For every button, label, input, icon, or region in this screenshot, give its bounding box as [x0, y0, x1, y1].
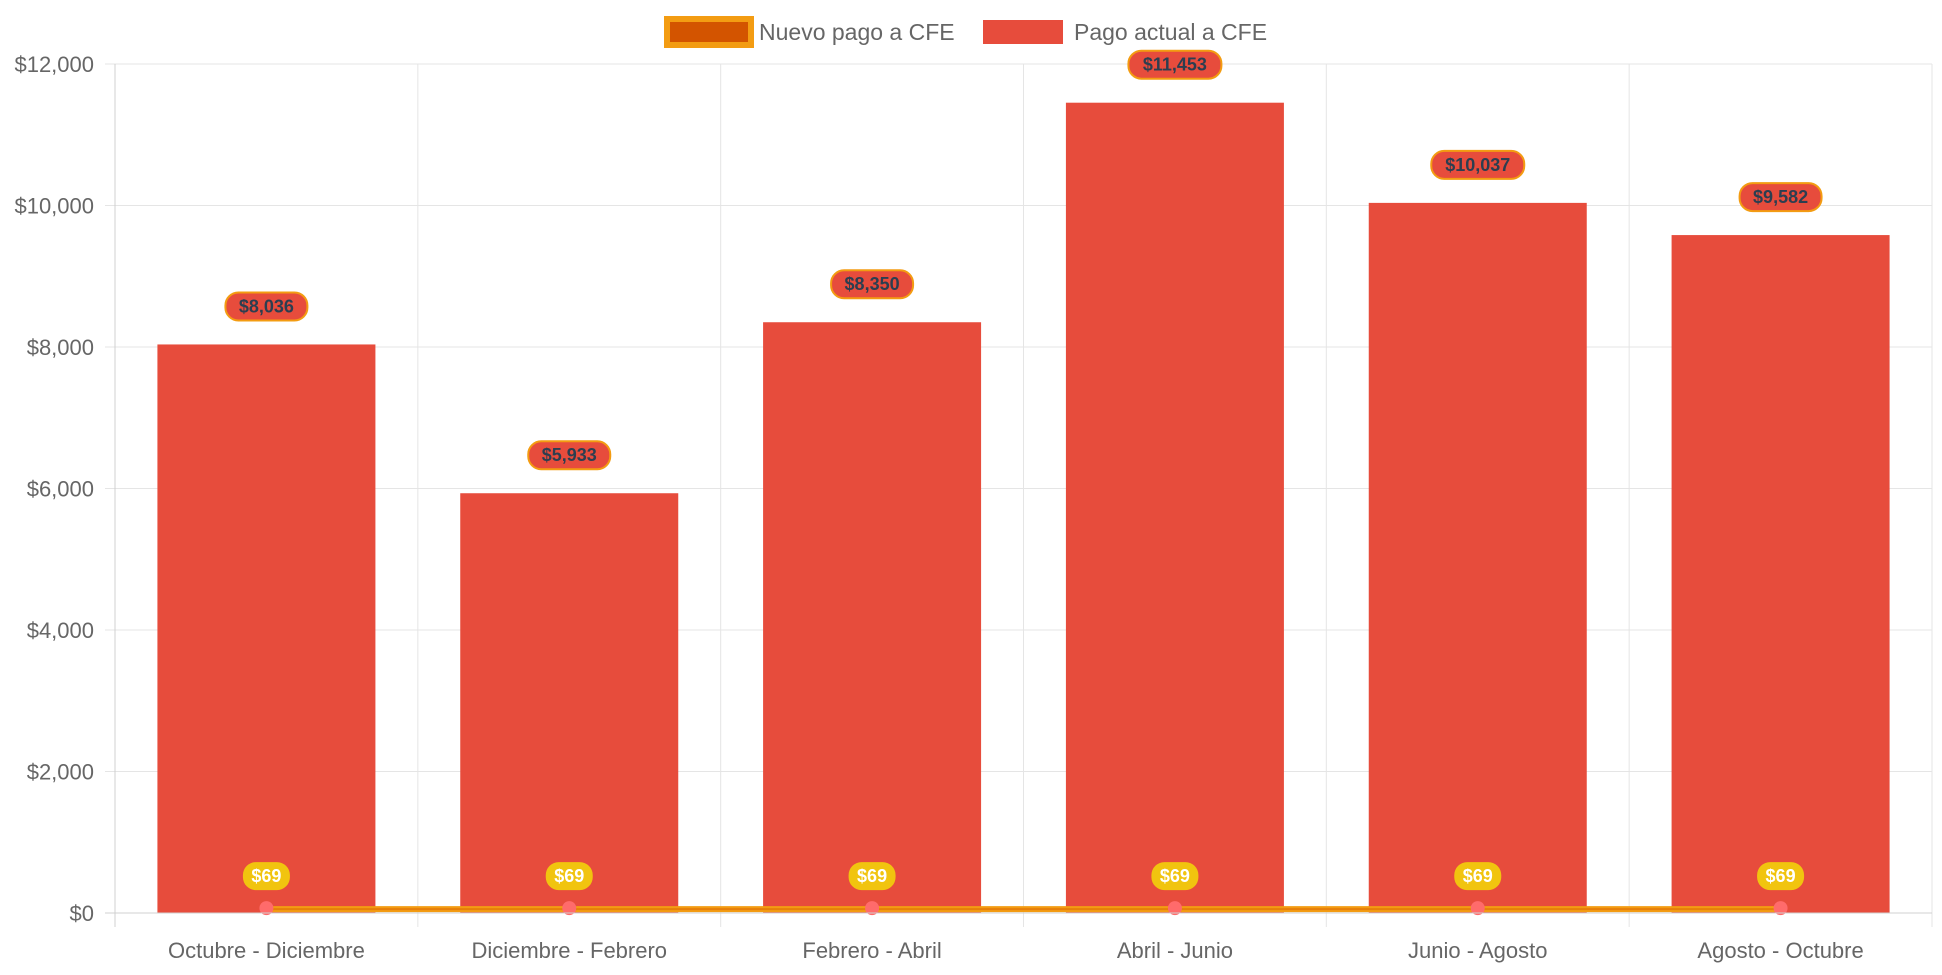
point-new-payment [259, 901, 274, 916]
bar-current-payment [1368, 202, 1587, 913]
line-label-badge [848, 862, 896, 891]
line-layer [259, 901, 1788, 916]
line-value-label: $69 [1766, 866, 1796, 886]
line-value-label: $69 [554, 866, 584, 886]
legend-label-current-payment: Pago actual a CFE [1074, 19, 1267, 45]
data-labels-layer: $8,036 $5,933 $8,350 $11,453 $10,037 $9,582 $6… [224, 49, 1823, 891]
point-new-payment [1470, 901, 1485, 916]
x-tick-label: Abril - Junio [1117, 938, 1233, 963]
line-label-badge [1454, 862, 1502, 891]
bar-current-payment [1671, 235, 1890, 914]
bars-layer [157, 102, 1890, 914]
grid-layer [105, 63, 1933, 927]
y-tick-label: $4,000 [27, 618, 94, 643]
line-value-label: $69 [1160, 866, 1190, 886]
legend-item-current-payment[interactable]: Pago actual a CFE [983, 19, 1267, 45]
y-tick-label: $8,000 [27, 335, 94, 360]
bar-current-payment [460, 493, 679, 913]
x-tick-label: Agosto - Octubre [1697, 938, 1863, 963]
legend-item-new-payment[interactable]: Nuevo pago a CFE [664, 16, 955, 48]
x-tick-label: Febrero - Abril [802, 938, 941, 963]
bar-value-label: $5,933 [542, 445, 597, 465]
bar-value-label: $11,453 [1143, 55, 1207, 75]
x-tick-label: Octubre - Diciembre [168, 938, 365, 963]
x-tick-label: Junio - Agosto [1408, 938, 1547, 963]
point-new-payment [865, 901, 880, 916]
axis-layer: $0 $2,000 $4,000 $6,000 $8,000 $10,000 $12,000… [14, 52, 1932, 963]
y-tick-label: $6,000 [27, 477, 94, 502]
line-value-label: $69 [251, 866, 281, 886]
bar-value-label: $8,350 [845, 274, 900, 294]
bar-current-payment [157, 344, 376, 913]
bar-value-label: $8,036 [239, 296, 294, 316]
bar-label-badge [527, 440, 612, 471]
y-tick-label: $2,000 [27, 760, 94, 785]
line-label-badge [1151, 862, 1199, 891]
bar-value-label: $10,037 [1445, 155, 1510, 175]
point-new-payment [1773, 901, 1788, 916]
bar-label-badge [830, 269, 915, 300]
bar-label-badge [1127, 49, 1223, 80]
legend-swatch-current-payment [983, 20, 1063, 44]
bar-current-payment [763, 322, 982, 913]
y-tick-label: $12,000 [14, 52, 94, 77]
bar-label-badge [1738, 182, 1823, 213]
bar-label-badge [1430, 149, 1526, 180]
bar-value-label: $9,582 [1753, 187, 1808, 207]
line-label-badge [242, 862, 290, 891]
line-label-badge [1757, 862, 1805, 891]
bar-current-payment [1065, 102, 1284, 913]
bar-label-badge [224, 291, 309, 322]
legend: Nuevo pago a CFE Pago actual a CFE [664, 16, 1267, 48]
line-value-label: $69 [857, 866, 887, 886]
y-tick-label: $10,000 [14, 194, 94, 219]
point-new-payment [1167, 901, 1182, 916]
line-value-label: $69 [1463, 866, 1493, 886]
point-new-payment [562, 901, 577, 916]
y-tick-label: $0 [70, 901, 94, 926]
legend-swatch-new-payment [664, 16, 754, 48]
legend-label-new-payment: Nuevo pago a CFE [759, 19, 955, 45]
line-label-badge [545, 862, 593, 891]
x-tick-label: Diciembre - Febrero [471, 938, 667, 963]
